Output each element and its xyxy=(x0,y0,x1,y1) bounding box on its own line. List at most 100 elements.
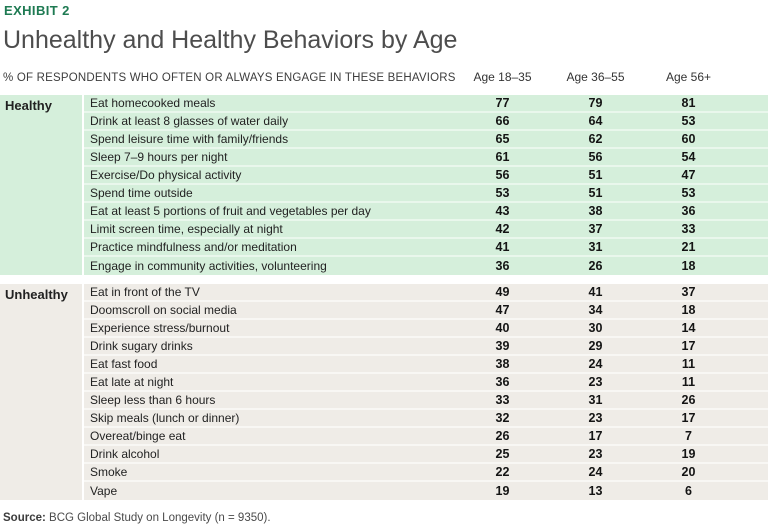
section-label-unhealthy: Unhealthy xyxy=(0,284,84,500)
value-age-36-55: 17 xyxy=(588,429,603,443)
behavior-label: Skip meals (lunch or dinner) xyxy=(90,411,240,425)
value-age-36-55: 62 xyxy=(588,132,603,146)
value-age-36-55: 23 xyxy=(588,447,603,461)
value-age-18-35: 19 xyxy=(495,484,510,498)
behavior-label: Drink alcohol xyxy=(90,447,160,461)
value-age-18-35: 26 xyxy=(495,429,510,443)
value-age-36-55: 64 xyxy=(588,114,603,128)
value-age-18-35: 32 xyxy=(495,411,510,425)
behavior-label: Experience stress/burnout xyxy=(90,321,230,335)
value-age-56plus: 18 xyxy=(681,303,696,317)
page-title: Unhealthy and Healthy Behaviors by Age xyxy=(3,26,458,54)
value-age-18-35: 39 xyxy=(495,339,510,353)
value-age-56plus: 6 xyxy=(685,484,692,498)
value-age-56plus: 17 xyxy=(681,411,696,425)
value-age-56plus: 14 xyxy=(681,321,696,335)
value-age-18-35: 65 xyxy=(495,132,510,146)
behavior-label: Engage in community activities, voluntee… xyxy=(90,259,327,273)
table-row: Drink sugary drinks 39 29 17 xyxy=(84,338,768,356)
column-header-age-36-55: Age 36–55 xyxy=(566,70,625,84)
behavior-label: Eat at least 5 portions of fruit and veg… xyxy=(90,204,371,218)
table-row: Eat late at night 36 23 11 xyxy=(84,374,768,392)
value-age-18-35: 41 xyxy=(495,240,510,254)
column-header-age-56plus: Age 56+ xyxy=(665,70,712,84)
value-age-36-55: 79 xyxy=(588,96,603,110)
behavior-label: Vape xyxy=(90,484,118,498)
behavior-label: Spend leisure time with family/friends xyxy=(90,132,289,146)
table-row: Spend time outside 53 51 53 xyxy=(84,185,768,203)
table-row: Eat fast food 38 24 11 xyxy=(84,356,768,374)
source-text: BCG Global Study on Longevity (n = 9350)… xyxy=(49,512,271,524)
value-age-36-55: 31 xyxy=(588,240,603,254)
value-age-18-35: 33 xyxy=(495,393,510,407)
table-row: Smoke 22 24 20 xyxy=(84,464,768,482)
value-age-36-55: 31 xyxy=(588,393,603,407)
value-age-56plus: 36 xyxy=(681,204,696,218)
value-age-56plus: 21 xyxy=(681,240,696,254)
value-age-56plus: 47 xyxy=(681,168,696,182)
value-age-36-55: 23 xyxy=(588,411,603,425)
behavior-label: Eat fast food xyxy=(90,357,158,371)
section-label-healthy: Healthy xyxy=(0,95,84,275)
value-age-18-35: 47 xyxy=(495,303,510,317)
value-age-18-35: 49 xyxy=(495,285,510,299)
source-note: Source: BCG Global Study on Longevity (n… xyxy=(3,512,768,525)
value-age-18-35: 36 xyxy=(495,375,510,389)
value-age-56plus: 11 xyxy=(681,357,696,371)
value-age-18-35: 53 xyxy=(495,186,510,200)
value-age-18-35: 43 xyxy=(495,204,510,218)
table-row: Drink alcohol 25 23 19 xyxy=(84,446,768,464)
value-age-36-55: 23 xyxy=(588,375,603,389)
section-unhealthy: Unhealthy Eat in front of the TV 49 41 37 Doo… xyxy=(0,284,768,500)
value-age-56plus: 81 xyxy=(681,96,696,110)
behavior-label: Eat in front of the TV xyxy=(90,285,200,299)
value-age-18-35: 42 xyxy=(495,222,510,236)
behavior-label: Drink at least 8 glasses of water daily xyxy=(90,114,289,128)
value-age-56plus: 37 xyxy=(681,285,696,299)
value-age-18-35: 40 xyxy=(495,321,510,335)
table-row: Practice mindfulness and/or meditation 41… xyxy=(84,239,768,257)
table-row: Doomscroll on social media 47 34 18 xyxy=(84,302,768,320)
value-age-56plus: 19 xyxy=(681,447,696,461)
value-age-36-55: 24 xyxy=(588,465,603,479)
value-age-36-55: 29 xyxy=(588,339,603,353)
table-row: Eat at least 5 portions of fruit and veg… xyxy=(84,203,768,221)
table-row: Experience stress/burnout 40 30 14 xyxy=(84,320,768,338)
behavior-label: Eat late at night xyxy=(90,375,174,389)
value-age-18-35: 38 xyxy=(495,357,510,371)
behavior-label: Sleep 7–9 hours per night xyxy=(90,150,228,164)
value-age-18-35: 61 xyxy=(495,150,510,164)
section-rows: Eat in front of the TV 49 41 37 Doomscroll o… xyxy=(84,284,768,500)
value-age-36-55: 34 xyxy=(588,303,603,317)
table-row: Sleep less than 6 hours 33 31 26 xyxy=(84,392,768,410)
behavior-label: Drink sugary drinks xyxy=(90,339,193,353)
value-age-18-35: 25 xyxy=(495,447,510,461)
value-age-36-55: 24 xyxy=(588,357,603,371)
value-age-56plus: 20 xyxy=(681,465,696,479)
value-age-18-35: 77 xyxy=(495,96,510,110)
behavior-label: Doomscroll on social media xyxy=(90,303,237,317)
value-age-56plus: 17 xyxy=(681,339,696,353)
value-age-18-35: 56 xyxy=(495,168,510,182)
value-age-56plus: 54 xyxy=(681,150,696,164)
value-age-56plus: 26 xyxy=(681,393,696,407)
table-row: Engage in community activities, voluntee… xyxy=(84,257,768,275)
value-age-36-55: 26 xyxy=(588,259,603,273)
source-label: Source: xyxy=(3,512,46,524)
value-age-36-55: 38 xyxy=(588,204,603,218)
behavior-label: Limit screen time, especially at night xyxy=(90,222,283,236)
value-age-56plus: 53 xyxy=(681,114,696,128)
value-age-36-55: 41 xyxy=(588,285,603,299)
table-row: Spend leisure time with family/friends 65… xyxy=(84,131,768,149)
value-age-18-35: 36 xyxy=(495,259,510,273)
section-healthy: Healthy Eat homecooked meals 77 79 81 Drink a… xyxy=(0,95,768,275)
behavior-label: Exercise/Do physical activity xyxy=(90,168,242,182)
value-age-36-55: 13 xyxy=(588,484,603,498)
table-row: Drink at least 8 glasses of water daily 6… xyxy=(84,113,768,131)
table-row: Skip meals (lunch or dinner) 32 23 17 xyxy=(84,410,768,428)
table-row: Vape 19 13 6 xyxy=(84,482,768,500)
value-age-18-35: 66 xyxy=(495,114,510,128)
table-row: Limit screen time, especially at night 42… xyxy=(84,221,768,239)
table-row: Eat in front of the TV 49 41 37 xyxy=(84,284,768,302)
table-row: Exercise/Do physical activity 56 51 47 xyxy=(84,167,768,185)
